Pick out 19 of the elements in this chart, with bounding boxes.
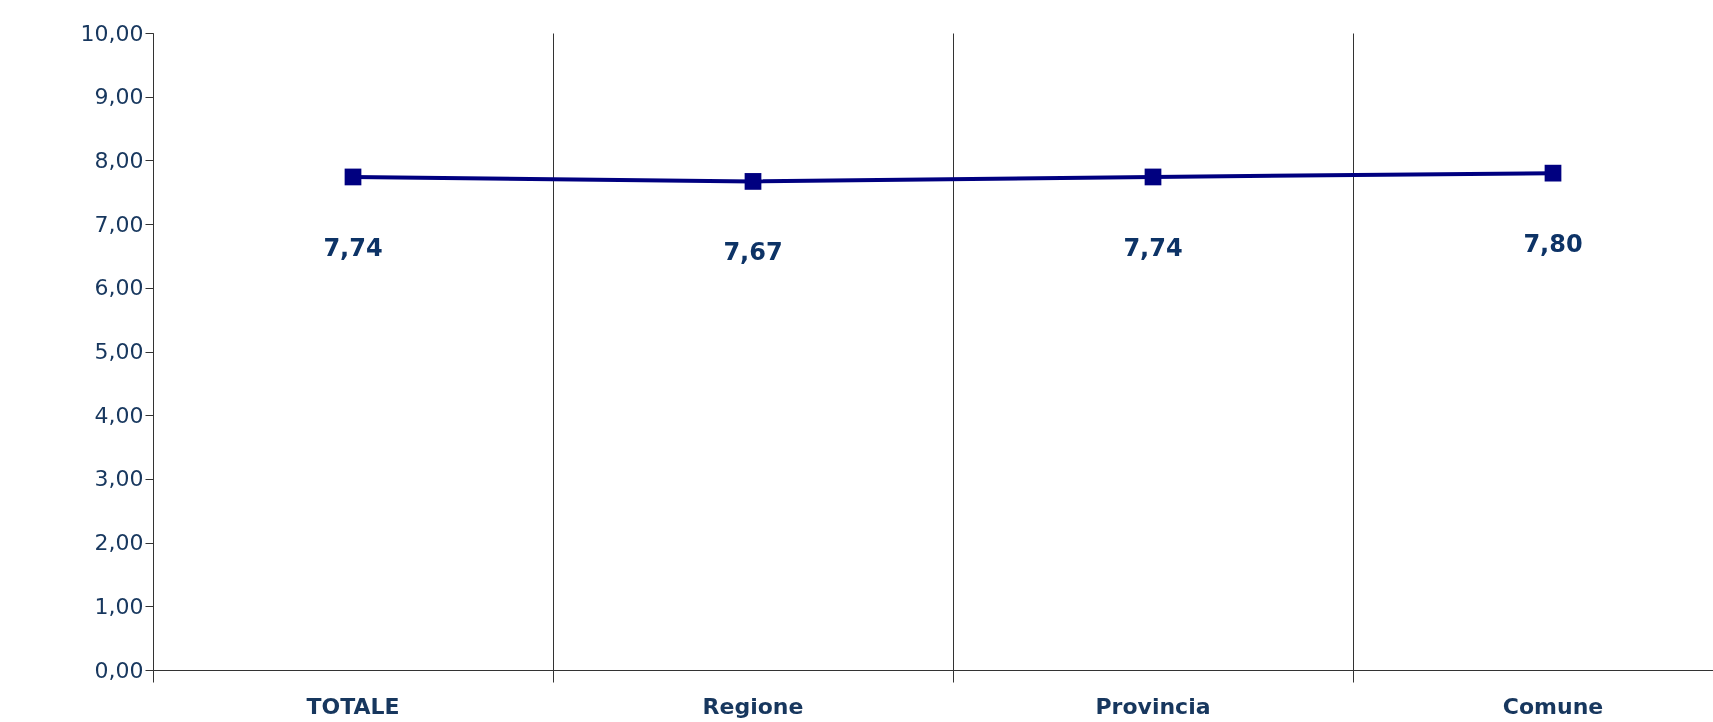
y-tick-label: 5,00: [94, 339, 144, 364]
y-tick-label: 7,00: [94, 211, 144, 237]
data-label: 7,67: [723, 238, 783, 267]
y-tick-label: 9,00: [94, 84, 144, 110]
x-tick-label: Provincia: [1095, 693, 1211, 719]
y-tick-label: 0,00: [94, 657, 144, 683]
y-tick-label: 3,00: [94, 466, 144, 492]
y-tick-label: 1,00: [94, 593, 144, 619]
y-tick-label: 8,00: [94, 147, 144, 173]
y-tick-label: 6,00: [94, 275, 144, 301]
x-tick-label: Regione: [702, 693, 804, 719]
y-tick-label: 10,00: [80, 20, 144, 46]
data-label: 7,74: [323, 233, 383, 262]
y-tick-label: 4,00: [94, 402, 144, 428]
x-tick-label: TOTALE: [306, 693, 400, 719]
data-label: 7,80: [1523, 230, 1583, 259]
x-tick-label: Comune: [1502, 693, 1604, 719]
data-label: 7,74: [1123, 233, 1183, 262]
y-tick-label: 2,00: [94, 530, 144, 556]
